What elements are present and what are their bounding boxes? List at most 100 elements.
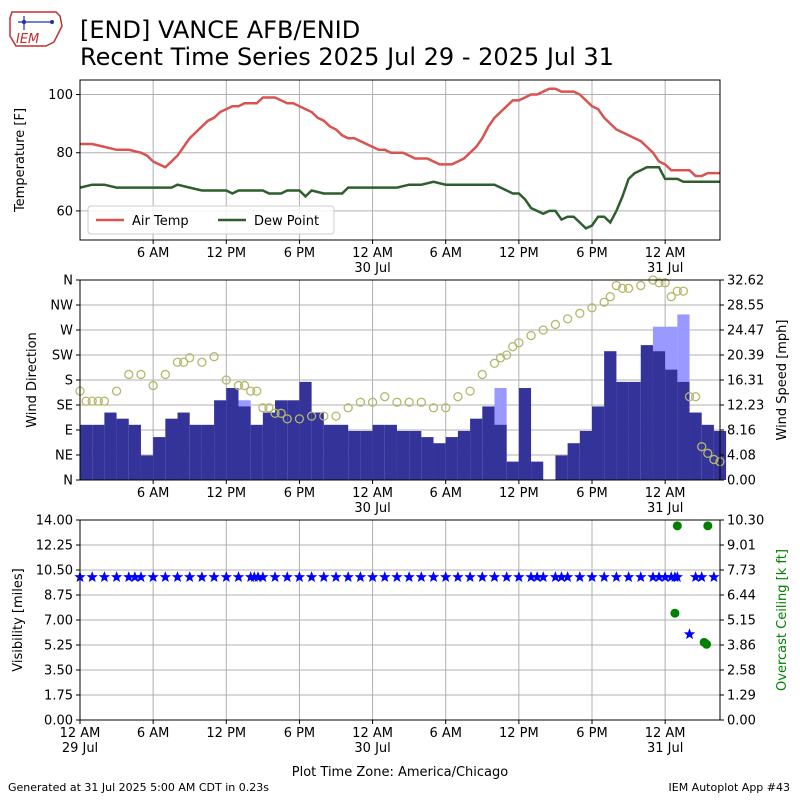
temp-tick-label-x: 6 PM xyxy=(284,246,315,261)
vis-tick-label-y: 7.00 xyxy=(44,614,73,629)
vis-frame xyxy=(79,519,721,721)
vis-tick-label-y: 3.50 xyxy=(44,664,73,679)
wind-speed-bar xyxy=(116,418,129,480)
wind-tick-label-x: 12 PM xyxy=(499,486,539,501)
visibility-point xyxy=(464,571,476,582)
visibility-point xyxy=(123,571,135,582)
wind-direction-point xyxy=(276,408,286,418)
wind-direction-point xyxy=(495,353,506,363)
wind-direction-point xyxy=(331,411,341,421)
wind-direction-point xyxy=(367,397,378,407)
visibility-point xyxy=(257,571,269,582)
wind-direction-point xyxy=(148,380,158,391)
vis-tick-label-y: 12.25 xyxy=(36,539,73,554)
wind-speed-bar xyxy=(531,461,544,480)
visibility-point xyxy=(129,571,141,582)
visibility-point xyxy=(220,571,232,582)
wind-direction-point xyxy=(465,386,475,396)
visibility-point xyxy=(476,571,488,582)
wind-direction-point xyxy=(709,454,719,465)
wind-speed-bar xyxy=(323,424,336,480)
wind-direction-point xyxy=(185,353,195,363)
wind-speed-bar xyxy=(628,381,641,480)
vis-tick-label-y2: 2.58 xyxy=(727,664,756,679)
wind-direction-point xyxy=(575,308,585,318)
wind-speed-bar xyxy=(665,369,678,480)
visibility-point xyxy=(330,571,342,582)
wind-direction-point xyxy=(246,386,256,396)
visibility-point xyxy=(391,571,403,582)
wind-speed-bar xyxy=(518,388,532,480)
wind-speed-bar xyxy=(140,455,154,480)
wind-direction-point xyxy=(489,358,500,368)
wind-tick-label-x: 6 AM xyxy=(137,486,170,501)
wind-direction-point xyxy=(703,448,713,458)
wind-tick-label-x: 12 AM xyxy=(645,486,686,501)
visibility-point xyxy=(366,571,379,582)
visibility-point xyxy=(555,571,568,582)
visibility-point xyxy=(513,571,525,582)
wind-speed-bar xyxy=(604,351,617,480)
wind-tick-label-y2: 28.55 xyxy=(727,299,764,314)
wind-speed-bar xyxy=(640,345,653,480)
wind-speed-bar xyxy=(360,430,373,480)
vis-tick-label-y2: 7.73 xyxy=(727,564,756,579)
temp-tick-label-x: 12 AM xyxy=(352,246,393,261)
visibility-point xyxy=(159,571,171,582)
vis-tick-label-y2: 6.44 xyxy=(727,589,756,604)
wind-speed-bar xyxy=(506,461,519,480)
wind-tick-label-x: 30 Jul xyxy=(354,501,390,516)
temp-legend-box xyxy=(87,205,335,235)
wind-direction-point xyxy=(599,297,609,307)
vis-tick-label-x: 6 AM xyxy=(137,726,170,741)
wind-direction-point xyxy=(611,280,622,291)
wind-speed-bar xyxy=(652,351,666,480)
vis-tick-label-x: 30 Jul xyxy=(354,741,390,756)
visibility-point xyxy=(488,571,501,582)
wind-speed-bar xyxy=(287,400,300,480)
wind-speed-bar xyxy=(275,400,288,480)
wind-speed-bar xyxy=(262,412,276,480)
wind-direction-point xyxy=(124,369,134,380)
visibility-point xyxy=(110,571,123,582)
vis-tick-label-x: 6 PM xyxy=(576,726,607,741)
wind-speed-bar xyxy=(494,424,507,480)
wind-direction-point xyxy=(270,408,280,418)
wind-speed-bar xyxy=(396,430,410,480)
wind-direction-point xyxy=(233,380,244,391)
vis-tick-label-x: 31 Jul xyxy=(647,741,683,756)
wind-direction-point xyxy=(587,303,597,313)
vis-tick-label-y: 1.75 xyxy=(44,689,73,704)
vis-tick-label-x: 12 PM xyxy=(206,726,246,741)
wind-direction-point xyxy=(538,325,548,335)
wind-speed-bar xyxy=(616,381,629,480)
wind-direction-point xyxy=(343,403,353,413)
temp-tick-label-x: 31 Jul xyxy=(647,261,683,276)
visibility-point xyxy=(98,571,111,582)
visibility-point xyxy=(232,571,245,582)
wind-speed-bar xyxy=(372,424,385,480)
wind-tick-label-y: W xyxy=(60,324,73,339)
wind-direction-point xyxy=(239,380,250,391)
wind-tick-label-y2: 32.62 xyxy=(727,274,764,289)
wind-direction-point xyxy=(99,396,110,406)
wind-direction-point xyxy=(87,396,97,406)
temp-frame xyxy=(79,79,721,241)
wind-tick-label-y: E xyxy=(65,424,73,439)
wind-tick-label-x: 6 PM xyxy=(576,486,607,501)
wind-direction-point xyxy=(252,386,262,396)
wind-speed-bar xyxy=(165,418,178,480)
wind-direction-point xyxy=(666,292,676,302)
wind-speed-bar xyxy=(104,412,117,480)
vis-tick-label-x: 12 AM xyxy=(352,726,393,741)
wind-speed-bar xyxy=(445,437,458,480)
wind-tick-label-y: S xyxy=(65,374,73,389)
wind-tick-label-y: N xyxy=(63,274,73,289)
wind-tick-label-y: N xyxy=(63,474,73,489)
visibility-point xyxy=(196,571,208,582)
visibility-point xyxy=(708,571,720,582)
visibility-point xyxy=(689,571,702,582)
wind-direction-point xyxy=(697,442,707,452)
wind-speed-bar xyxy=(421,437,434,480)
